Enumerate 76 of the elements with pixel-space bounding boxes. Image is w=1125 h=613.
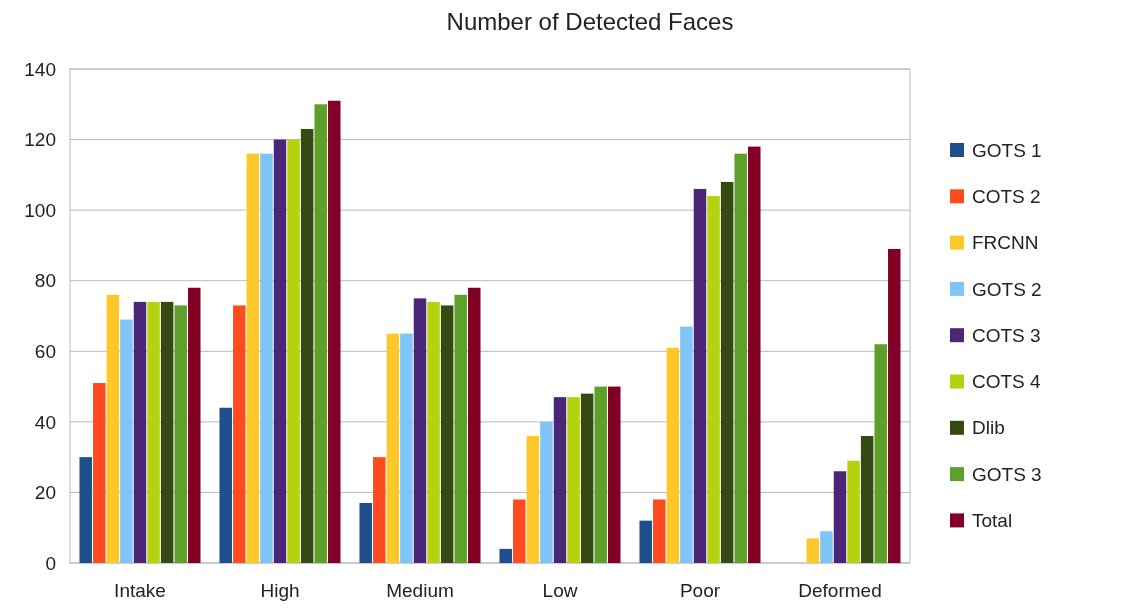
bar	[300, 128, 314, 563]
x-tick-label: Poor	[679, 580, 721, 601]
x-tick-label: Low	[542, 580, 578, 601]
bar	[133, 301, 147, 563]
bar	[260, 153, 273, 563]
y-tick-label: 80	[34, 270, 56, 292]
y-tick-label: 20	[34, 482, 56, 504]
x-tick-label: Deformed	[798, 580, 882, 601]
bar	[540, 421, 553, 563]
bar	[219, 407, 232, 563]
bar	[580, 393, 594, 563]
bar	[287, 139, 300, 563]
legend-label: COTS 3	[972, 324, 1041, 346]
bar	[653, 499, 666, 563]
bar	[373, 457, 386, 563]
bar	[273, 139, 287, 563]
legend-label: GOTS 1	[972, 139, 1042, 161]
bar	[707, 196, 720, 563]
y-tick-label: 120	[24, 129, 56, 151]
y-tick-label: 100	[24, 199, 56, 221]
bar	[639, 520, 652, 563]
legend-label: COTS 4	[972, 371, 1042, 393]
bar	[553, 397, 567, 563]
bar	[188, 287, 201, 563]
chart-title: Number of Detected Faces	[446, 8, 734, 35]
bar	[328, 100, 341, 563]
bar	[513, 499, 526, 563]
bar	[359, 503, 372, 563]
bar	[106, 294, 120, 563]
legend-label: GOTS 3	[972, 463, 1042, 485]
x-tick-label: Medium	[386, 580, 454, 601]
bar	[233, 305, 246, 563]
bar	[413, 298, 427, 563]
bar	[120, 319, 133, 563]
bar	[847, 460, 860, 563]
bar	[820, 531, 833, 563]
bar	[748, 146, 761, 563]
bar	[734, 153, 747, 563]
bar	[608, 386, 621, 563]
bar	[93, 383, 106, 563]
bar	[567, 397, 580, 563]
y-tick-label: 40	[34, 411, 56, 433]
bar	[860, 435, 874, 563]
x-tick-label: Intake	[114, 580, 166, 601]
bar	[666, 347, 680, 563]
bar	[246, 153, 260, 563]
y-tick-label: 140	[24, 58, 56, 80]
bar	[314, 104, 327, 563]
legend-label: COTS 2	[972, 185, 1041, 207]
bar	[526, 435, 540, 563]
bar	[806, 538, 820, 563]
bar	[147, 301, 160, 563]
bar	[440, 305, 454, 563]
bar	[680, 326, 693, 563]
legend-label: FRCNN	[972, 232, 1039, 254]
x-tick-label: High	[260, 580, 300, 601]
bar	[888, 248, 901, 563]
bar	[468, 287, 481, 563]
bar	[400, 333, 413, 563]
y-tick-label: 60	[34, 340, 56, 362]
bar	[594, 386, 607, 563]
y-tick-label: 0	[45, 552, 56, 574]
bar	[174, 305, 187, 563]
bar	[693, 188, 707, 563]
bar	[79, 457, 92, 563]
bar	[720, 181, 734, 563]
bar	[874, 344, 887, 563]
bar	[833, 471, 847, 563]
bar	[386, 333, 400, 563]
bar	[454, 294, 467, 563]
bar	[499, 548, 512, 563]
bar	[160, 301, 174, 563]
legend-label: Dlib	[972, 417, 1005, 439]
legend-label: GOTS 2	[972, 278, 1042, 300]
bar	[427, 301, 440, 563]
legend-label: Total	[972, 510, 1013, 532]
